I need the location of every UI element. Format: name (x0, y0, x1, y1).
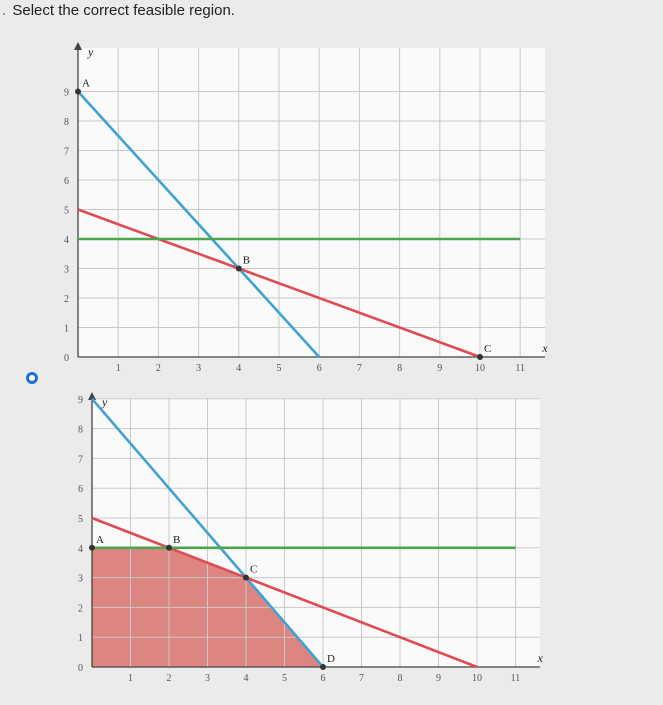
vertex-label: C (250, 564, 257, 576)
x-tick-label: 9 (437, 363, 442, 374)
y-tick-label: 2 (78, 603, 83, 614)
y-tick-label: 8 (64, 117, 69, 128)
chart-2: 1 2 3 4 5 6 7 8 9 10 11 0 1 2 3 4 5 6 7 8 9 x y A B C D (78, 392, 544, 684)
y-tick-label: 3 (78, 574, 83, 585)
y-tick-label: 6 (64, 176, 69, 187)
x-tick-label: 3 (205, 673, 210, 684)
x-tick-label: 4 (244, 673, 249, 684)
series-line-blue (77, 90, 321, 358)
x-tick-label: 8 (397, 363, 402, 374)
x-tick-label: 10 (472, 673, 482, 684)
y-axis-arrow (88, 392, 96, 400)
vertex-point (235, 265, 242, 272)
y-tick-label: 6 (78, 484, 83, 495)
grid (78, 48, 545, 357)
question-number: . (2, 2, 7, 19)
x-tick-label: 5 (277, 363, 282, 374)
x-tick-label: 3 (196, 363, 201, 374)
grid (92, 398, 540, 667)
x-tick-label: 8 (398, 673, 403, 684)
x-tick-label: 9 (436, 673, 441, 684)
y-tick-label: 0 (78, 663, 83, 674)
vertex-point (75, 88, 81, 95)
vertex-point (320, 664, 326, 670)
x-tick-label: 6 (317, 363, 322, 374)
vertex-point (166, 544, 172, 551)
y-axis-arrow (74, 42, 82, 50)
y-tick-label: 0 (64, 353, 69, 364)
vertex-point (477, 354, 483, 360)
vertex-point (243, 574, 249, 581)
vertex-label: D (327, 653, 335, 665)
vertex-point (89, 544, 95, 551)
x-tick-label: 11 (515, 363, 525, 374)
series-line-red (91, 516, 478, 669)
vertex-label: C (484, 343, 491, 355)
x-tick-label: 5 (282, 673, 287, 684)
x-tick-label: 7 (359, 673, 364, 684)
vertex-label: A (82, 78, 90, 90)
y-tick-label: 5 (64, 206, 69, 217)
graph-option-1[interactable]: 1 2 3 4 5 6 7 8 9 10 11 0 1 2 3 4 5 6 7 8 9 x y A B C (0, 40, 663, 385)
graph-option-2[interactable]: 1 2 3 4 5 6 7 8 9 10 11 0 1 2 3 4 5 6 7 8 9 x y A B C D (0, 390, 663, 700)
y-tick-label: 1 (64, 324, 69, 335)
series-line-red (77, 208, 481, 359)
series-line-blue (91, 397, 324, 668)
y-tick-label: 8 (78, 425, 83, 436)
x-axis-label: x (537, 651, 544, 665)
chart-1: 1 2 3 4 5 6 7 8 9 10 11 0 1 2 3 4 5 6 7 8 9 x y A B C (64, 42, 548, 374)
x-tick-label: 10 (475, 363, 485, 374)
y-tick-label: 1 (78, 633, 83, 644)
x-tick-label: 2 (167, 673, 172, 684)
y-tick-label: 4 (78, 544, 83, 555)
y-tick-label: 7 (64, 147, 69, 158)
y-axis-label: y (87, 45, 94, 59)
x-tick-label: 1 (128, 673, 133, 684)
y-tick-label: 2 (64, 294, 69, 305)
x-tick-label: 2 (156, 363, 161, 374)
vertex-label: B (173, 534, 180, 546)
x-tick-label: 6 (321, 673, 326, 684)
question-text: Select the correct feasible region. (12, 2, 235, 19)
y-axis-label: y (101, 395, 108, 409)
option-1-radio[interactable] (26, 372, 38, 384)
y-tick-label: 5 (78, 514, 83, 525)
vertex-label: A (96, 534, 104, 546)
plot-area (78, 48, 545, 357)
y-tick-label: 9 (64, 88, 69, 99)
y-tick-label: 4 (64, 235, 69, 246)
y-tick-label: 9 (78, 395, 83, 406)
x-tick-label: 7 (357, 363, 362, 374)
question-prompt: . Select the correct feasible region. (2, 2, 235, 19)
x-tick-label: 11 (511, 673, 521, 684)
y-tick-label: 7 (78, 454, 83, 465)
y-tick-label: 3 (64, 265, 69, 276)
x-tick-label: 1 (116, 363, 121, 374)
x-tick-label: 4 (236, 363, 241, 374)
x-axis-label: x (541, 341, 548, 355)
vertex-label: B (243, 255, 250, 267)
